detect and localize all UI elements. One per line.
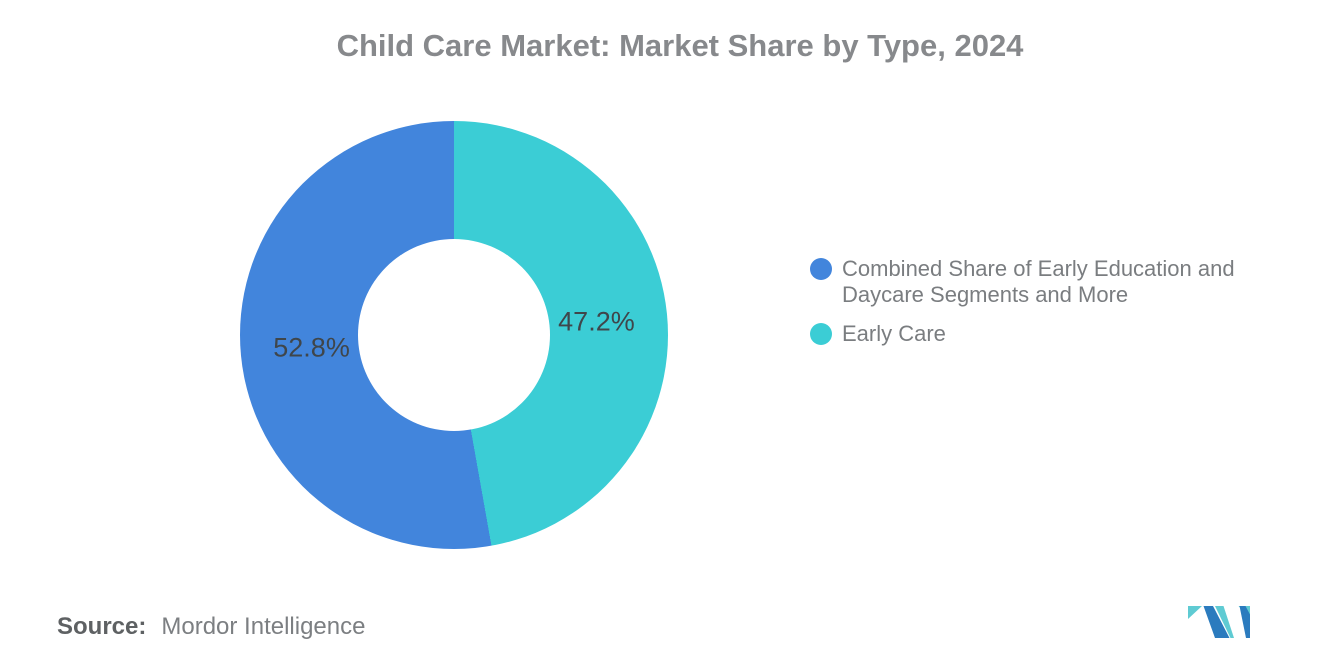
source-line: Source: Mordor Intelligence xyxy=(57,613,365,641)
source-prefix: Source: xyxy=(57,613,147,640)
slice-label-early-care: 47.2% xyxy=(558,306,635,337)
legend-label-line: Early Care xyxy=(842,321,946,346)
legend-label-line: Daycare Segments and More xyxy=(842,282,1129,307)
legend-marker-teal-icon xyxy=(810,323,832,345)
legend-item-early-care[interactable]: Early Care xyxy=(810,321,1235,347)
donut-hole xyxy=(358,239,550,431)
chart-title: Child Care Market: Market Share by Type,… xyxy=(336,28,1024,63)
logo-shape xyxy=(1188,606,1202,619)
legend: Combined Share of Early Education and Da… xyxy=(810,256,1235,360)
legend-item-combined[interactable]: Combined Share of Early Education and Da… xyxy=(810,256,1235,308)
legend-label-combined: Combined Share of Early Education and Da… xyxy=(842,256,1235,308)
legend-marker-blue-icon xyxy=(810,258,832,280)
legend-label-early-care: Early Care xyxy=(842,321,946,347)
logo-shape xyxy=(1203,606,1230,638)
donut-chart: 52.8% 47.2% xyxy=(240,121,668,549)
source-text: Mordor Intelligence xyxy=(161,613,366,640)
mordor-intelligence-logo xyxy=(1188,606,1250,638)
legend-label-line: Combined Share of Early Education and xyxy=(842,256,1235,281)
logo-shape xyxy=(1215,606,1234,638)
logo-shape xyxy=(1239,606,1250,638)
slice-label-combined: 52.8% xyxy=(273,332,350,363)
